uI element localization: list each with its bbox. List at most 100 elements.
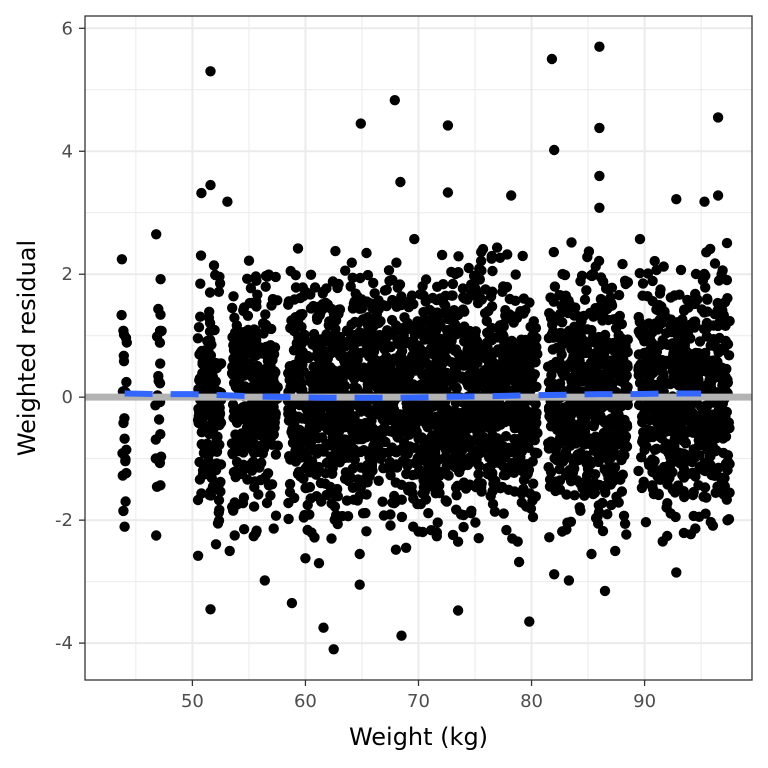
data-point [224,545,235,557]
data-point [211,435,222,446]
data-point [701,492,712,503]
data-point [637,290,648,301]
data-point [486,301,498,312]
data-point [320,468,331,479]
data-point [313,558,325,569]
y-tick-label: 2 [62,264,73,285]
data-point [192,550,204,561]
data-point [528,324,539,335]
data-point [451,490,462,501]
data-point [231,416,242,427]
data-point [355,462,367,473]
data-point [408,409,419,420]
data-point [503,353,514,364]
data-point [476,265,487,276]
data-point [656,363,668,374]
y-tick-label: 6 [62,18,73,39]
data-point [620,278,631,290]
data-point [549,569,560,580]
data-point [567,467,579,478]
data-point [671,567,682,578]
data-point [333,278,344,290]
data-point [524,297,535,308]
data-point [582,324,593,335]
data-point [673,447,685,458]
data-point [549,144,560,156]
data-point [561,489,572,500]
data-point [442,187,454,198]
data-point [655,414,667,426]
data-point [464,325,475,337]
data-point [328,644,339,655]
data-point [120,496,131,507]
data-point [647,454,658,465]
data-point [421,451,432,462]
data-point [197,465,209,476]
data-point [690,268,702,280]
data-point [712,320,724,332]
data-point [340,265,351,276]
data-point [242,273,253,284]
data-point [296,378,307,389]
data-point [250,528,261,539]
data-point [270,449,282,460]
data-point [594,122,605,134]
data-point [300,553,311,564]
data-point [619,450,630,461]
data-point [477,374,488,385]
data-point [406,290,418,301]
data-point [297,413,308,424]
data-point [342,446,354,457]
data-point [509,375,520,386]
data-point [361,247,372,259]
y-tick-label: -2 [55,510,73,531]
data-point [487,379,498,390]
data-point [500,343,511,354]
data-point [502,249,513,260]
data-point [318,622,329,633]
data-point [373,317,384,329]
data-point [362,372,373,383]
data-point [583,246,595,257]
data-point [342,438,354,450]
data-point [510,269,521,280]
data-point [610,545,621,557]
data-point [647,380,658,391]
data-point [330,323,341,335]
data-point [332,305,343,316]
data-point [410,422,421,433]
data-point [659,306,670,317]
data-point [640,517,652,528]
data-point [297,352,309,363]
data-point [311,311,323,323]
data-point [238,524,250,535]
x-axis-title: Weight (kg) [349,723,488,751]
data-point [565,516,577,527]
data-point [575,505,586,516]
data-point [532,428,543,439]
data-point [721,494,732,505]
data-point [509,433,520,445]
data-point [690,471,701,482]
data-point [155,358,166,369]
data-point [228,353,239,364]
data-point [208,260,220,271]
data-point [286,408,297,420]
data-point [577,376,588,387]
data-point [438,279,449,290]
data-point [669,434,680,445]
data-point [581,450,592,461]
data-point [476,246,487,258]
data-point [304,481,316,493]
data-point [373,475,384,486]
data-point [699,196,710,207]
data-point [289,492,300,504]
data-point [712,408,724,419]
data-point [205,604,216,615]
data-point [599,301,610,312]
data-point [718,385,729,396]
data-point [261,349,272,361]
data-point [618,510,630,521]
data-point [215,459,227,470]
data-point [613,329,624,341]
